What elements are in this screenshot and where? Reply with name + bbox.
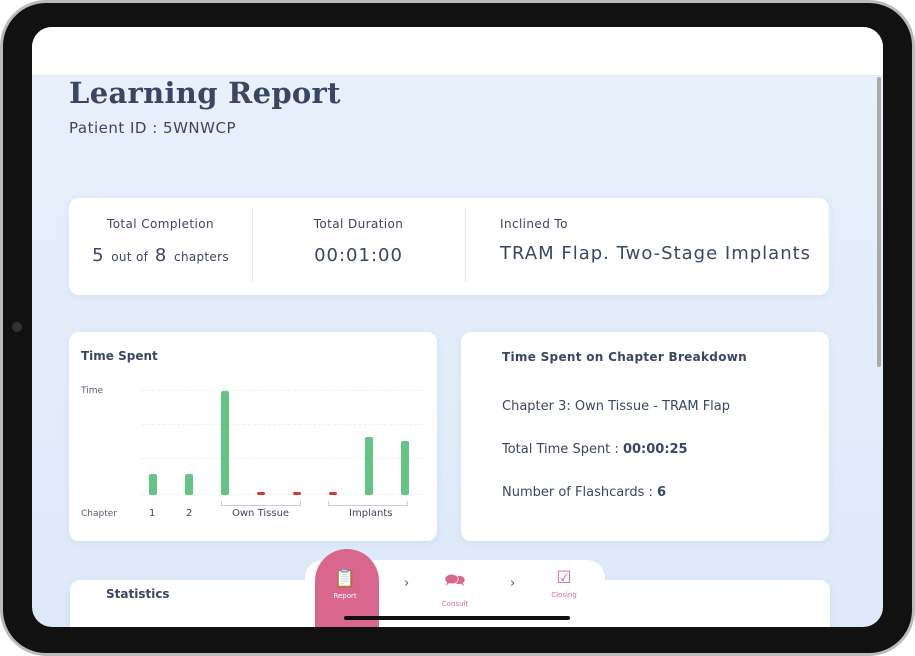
bar-chapter-4[interactable] bbox=[257, 492, 265, 495]
time-label: Total Time Spent : bbox=[502, 442, 623, 457]
time-spent-card: Time Spent Time Chapter 1 2 Own Tissue I… bbox=[69, 332, 437, 541]
chevron-right-icon: › bbox=[510, 576, 516, 591]
clipboard-icon: 📋 bbox=[333, 568, 357, 589]
total-count: 8 bbox=[154, 245, 168, 266]
tick-label: Own Tissue bbox=[232, 508, 290, 519]
screen: Learning Report Patient ID : 5WNWCP Tota… bbox=[32, 27, 883, 627]
flashcards-value: 6 bbox=[656, 485, 667, 500]
inclined-label: Inclined To bbox=[500, 217, 568, 231]
nav-report[interactable]: 📋 Report bbox=[320, 568, 370, 600]
scrollbar[interactable] bbox=[877, 77, 881, 367]
total-completion: Total Completion 5 out of 8 chapters bbox=[69, 198, 252, 295]
x-axis-label: Chapter bbox=[81, 509, 117, 519]
nav-label: Consult bbox=[441, 600, 469, 608]
statistics-title: Statistics bbox=[106, 587, 170, 601]
bar-chapter-3[interactable] bbox=[221, 391, 229, 495]
group-bracket bbox=[221, 501, 301, 506]
divider bbox=[252, 210, 253, 282]
divider bbox=[465, 210, 466, 282]
nav-label: Closing bbox=[551, 591, 577, 599]
inclined-to: Inclined To TRAM Flap. Two-Stage Implant… bbox=[500, 198, 811, 295]
total-duration: Total Duration 00:01:00 bbox=[252, 198, 465, 295]
inclined-value: TRAM Flap. Two-Stage Implants bbox=[500, 243, 812, 264]
bar-chapter-7[interactable] bbox=[365, 436, 373, 495]
bar-chapter-1[interactable] bbox=[149, 474, 157, 495]
top-bar bbox=[32, 27, 883, 76]
unit-text: chapters bbox=[174, 250, 229, 264]
nav-closing[interactable]: ☑ Closing bbox=[539, 568, 589, 599]
summary-card: Total Completion 5 out of 8 chapters Tot… bbox=[69, 198, 829, 295]
chevron-right-icon: › bbox=[404, 576, 410, 591]
camera bbox=[12, 322, 22, 332]
gridline bbox=[142, 494, 422, 495]
flashcards-label: Number of Flashcards : bbox=[502, 485, 657, 500]
completed-count: 5 bbox=[92, 245, 105, 266]
gridline bbox=[142, 390, 422, 391]
tick-label: Implants bbox=[349, 508, 393, 519]
bar-chapter-8[interactable] bbox=[401, 440, 409, 495]
chat-bubbles-icon: 🗪 bbox=[444, 571, 466, 591]
nav-consult[interactable]: 🗪 Consult bbox=[430, 568, 480, 608]
out-of-text: out of bbox=[111, 250, 149, 264]
breakdown-title: Time Spent on Chapter Breakdown bbox=[502, 350, 747, 364]
bookmark-check-icon: ☑ bbox=[556, 568, 572, 588]
bar-chapter-5[interactable] bbox=[293, 492, 301, 495]
bar-chapter-2[interactable] bbox=[185, 474, 193, 495]
duration-label: Total Duration bbox=[313, 217, 404, 231]
gridline bbox=[142, 458, 422, 459]
time-value: 00:00:25 bbox=[622, 442, 688, 457]
y-axis-label: Time bbox=[81, 386, 104, 396]
home-indicator[interactable] bbox=[344, 616, 570, 620]
patient-id: Patient ID : 5WNWCP bbox=[69, 119, 237, 137]
bar-chapter-6[interactable] bbox=[329, 492, 337, 495]
breakdown-chapter: Chapter 3: Own Tissue - TRAM Flap bbox=[502, 399, 731, 414]
nav-report-active[interactable] bbox=[315, 549, 379, 627]
page-title: Learning Report bbox=[69, 76, 341, 110]
breakdown-card: Time Spent on Chapter Breakdown Chapter … bbox=[461, 332, 829, 541]
tick-label: 1 bbox=[149, 508, 156, 519]
group-bracket bbox=[328, 501, 408, 506]
tick-label: 2 bbox=[186, 508, 193, 519]
gridline bbox=[142, 424, 422, 425]
duration-value: 00:01:00 bbox=[314, 245, 403, 266]
chart-title: Time Spent bbox=[81, 349, 158, 363]
nav-label: Report bbox=[333, 592, 357, 600]
completion-label: Total Completion bbox=[107, 217, 214, 231]
